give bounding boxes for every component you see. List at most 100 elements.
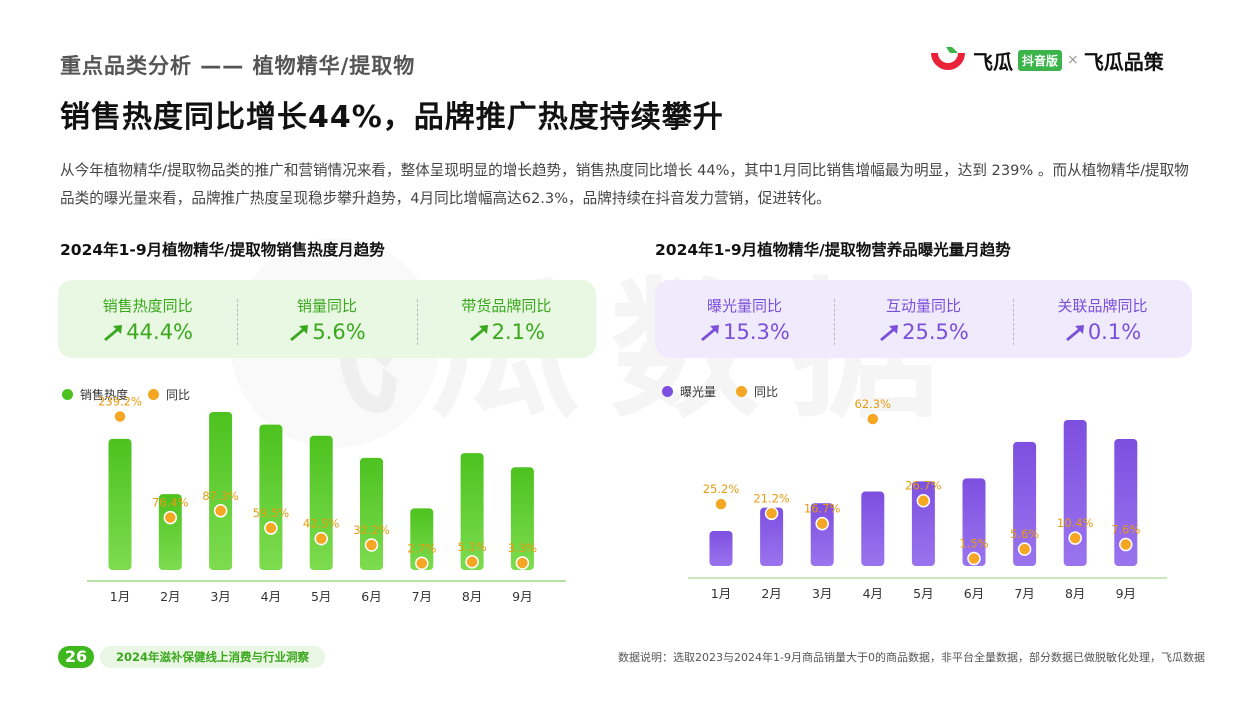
left-x-tick-label: 9月 bbox=[512, 589, 532, 604]
right-bar bbox=[1114, 438, 1138, 566]
right-yoy-point bbox=[1119, 537, 1133, 552]
left-yoy-label: 5.1% bbox=[457, 540, 486, 554]
right-x-tick-label: 2月 bbox=[761, 586, 781, 601]
right-bar bbox=[760, 507, 784, 566]
right-yoy-label: 7.6% bbox=[1111, 523, 1140, 537]
right-yoy-point bbox=[866, 412, 880, 426]
data-note: 数据说明：选取2023与2024年1-9月商品销量大于0的商品数据，非平台全量数… bbox=[618, 651, 1205, 664]
right-x-tick-label: 8月 bbox=[1065, 586, 1085, 601]
legend-dot-label: 同比 bbox=[166, 388, 191, 402]
left-yoy-point bbox=[213, 504, 228, 518]
metric-label: 曝光量同比 bbox=[706, 296, 782, 315]
trend-up-arrow-icon bbox=[880, 324, 899, 341]
feigua-logo-icon bbox=[931, 47, 965, 70]
metric-value: 15.3% bbox=[723, 319, 790, 344]
left-yoy-label: 76.4% bbox=[152, 496, 189, 510]
right-bar bbox=[1013, 441, 1037, 566]
metric-interaction: 互动量同比 25.5% bbox=[834, 295, 1013, 345]
left-bar bbox=[360, 457, 383, 570]
legend-bar-label: 曝光量 bbox=[680, 385, 717, 399]
left-yoy-label: 59.5% bbox=[253, 506, 290, 520]
left-bar bbox=[108, 438, 132, 570]
brand-badge-douyin: 抖音版 bbox=[1018, 49, 1063, 71]
right-yoy-label: 16.7% bbox=[804, 502, 841, 516]
right-yoy-point bbox=[967, 551, 981, 566]
brand-lockup: 飞瓜 抖音版 × 飞瓜品策 bbox=[928, 44, 1164, 76]
metric-sales-heat: 销售热度同比 44.4% bbox=[58, 295, 237, 344]
legend-bar-swatch bbox=[662, 386, 673, 397]
summary-paragraph: 从今年植物精华/提取物品类的推广和营销情况来看，整体呈现明显的增长趋势，销售热度… bbox=[60, 162, 1189, 207]
left-bar bbox=[259, 424, 283, 570]
trend-up-arrow-icon bbox=[469, 324, 488, 341]
left-yoy-point bbox=[264, 521, 278, 535]
section-title: 重点品类分析 —— 植物精华/提取物 bbox=[60, 54, 416, 78]
left-bar bbox=[209, 412, 233, 570]
right-yoy-point bbox=[916, 493, 931, 508]
left-yoy-point bbox=[364, 538, 379, 552]
brand-name-pince: 飞瓜品策 bbox=[1083, 49, 1164, 74]
trend-up-arrow-icon bbox=[290, 324, 309, 341]
metric-label: 销售热度同比 bbox=[102, 296, 193, 315]
left-yoy-point bbox=[515, 556, 530, 570]
right-yoy-label: 25.2% bbox=[703, 482, 740, 496]
right-yoy-label: 26.7% bbox=[905, 479, 942, 493]
right-x-tick-label: 6月 bbox=[964, 586, 984, 601]
legend-dot-swatch bbox=[148, 389, 160, 400]
right-bar bbox=[861, 491, 885, 566]
left-x-tick-label: 7月 bbox=[412, 589, 432, 604]
left-legend: 销售热度 同比 bbox=[62, 386, 202, 403]
left-yoy-label: 239.2% bbox=[98, 394, 142, 408]
trend-up-arrow-icon bbox=[104, 324, 123, 341]
right-yoy-label: 5.6% bbox=[1010, 527, 1039, 541]
metric-sales-volume: 销量同比 5.6% bbox=[237, 295, 416, 345]
legend-dot-swatch bbox=[736, 386, 748, 397]
left-x-tick-label: 2月 bbox=[160, 589, 180, 604]
right-bar bbox=[810, 503, 834, 566]
right-yoy-label: 10.4% bbox=[1057, 516, 1094, 530]
report-title: 2024年滋补保健线上消费与行业洞察 bbox=[100, 646, 326, 668]
left-yoy-label: 42.5% bbox=[303, 517, 340, 531]
metric-label: 带货品牌同比 bbox=[461, 296, 552, 315]
right-yoy-point bbox=[764, 506, 779, 521]
left-x-tick-label: 5月 bbox=[311, 589, 331, 604]
metric-related-brands: 关联品牌同比 0.1% bbox=[1013, 295, 1192, 345]
right-x-tick-label: 1月 bbox=[711, 586, 731, 601]
left-x-tick-label: 1月 bbox=[110, 589, 130, 604]
metric-value: 25.5% bbox=[902, 319, 969, 344]
metric-value: 2.1% bbox=[491, 319, 545, 344]
metric-value: 0.1% bbox=[1087, 319, 1142, 344]
left-yoy-label: 3.3% bbox=[508, 541, 537, 555]
trend-up-arrow-icon bbox=[701, 324, 720, 341]
right-metrics-panel: 曝光量同比 15.3% 互动量同比 25.5% 关联品牌同比 0.1% bbox=[655, 280, 1192, 358]
trend-up-arrow-icon bbox=[1065, 324, 1084, 341]
right-x-tick-label: 4月 bbox=[863, 586, 883, 601]
metric-brands: 带货品牌同比 2.1% bbox=[416, 295, 596, 345]
legend-bar-swatch bbox=[62, 389, 73, 400]
right-yoy-point bbox=[714, 497, 728, 511]
left-x-tick-label: 6月 bbox=[361, 589, 381, 604]
left-yoy-label: 2.7% bbox=[407, 541, 436, 555]
right-bar bbox=[1063, 420, 1087, 566]
page-number: 26 bbox=[58, 646, 94, 668]
right-yoy-point bbox=[1017, 542, 1032, 556]
left-bar bbox=[410, 508, 434, 570]
right-bar bbox=[709, 530, 733, 566]
left-yoy-point bbox=[314, 531, 328, 546]
metric-value: 5.6% bbox=[312, 319, 366, 344]
right-yoy-point bbox=[1068, 531, 1082, 545]
left-x-tick-label: 8月 bbox=[462, 589, 482, 604]
right-x-tick-label: 7月 bbox=[1014, 586, 1034, 601]
right-yoy-label: 1.5% bbox=[959, 537, 988, 551]
metric-label: 互动量同比 bbox=[885, 296, 961, 315]
left-yoy-point bbox=[465, 555, 479, 569]
metric-label: 关联品牌同比 bbox=[1057, 296, 1148, 315]
right-yoy-point bbox=[815, 516, 829, 531]
left-metrics-panel: 销售热度同比 44.4% 销量同比 5.6% 带货品牌同比 2.1% bbox=[58, 280, 596, 358]
right-yoy-label: 62.3% bbox=[855, 397, 892, 411]
metric-value: 44.4% bbox=[126, 319, 194, 344]
page-title: 销售热度同比增长44%，品牌推广热度持续攀升 bbox=[60, 100, 724, 135]
right-x-tick-label: 3月 bbox=[812, 586, 832, 601]
metric-label: 销量同比 bbox=[296, 296, 357, 315]
left-yoy-label: 32.2% bbox=[353, 523, 390, 537]
left-yoy-point bbox=[163, 510, 178, 525]
